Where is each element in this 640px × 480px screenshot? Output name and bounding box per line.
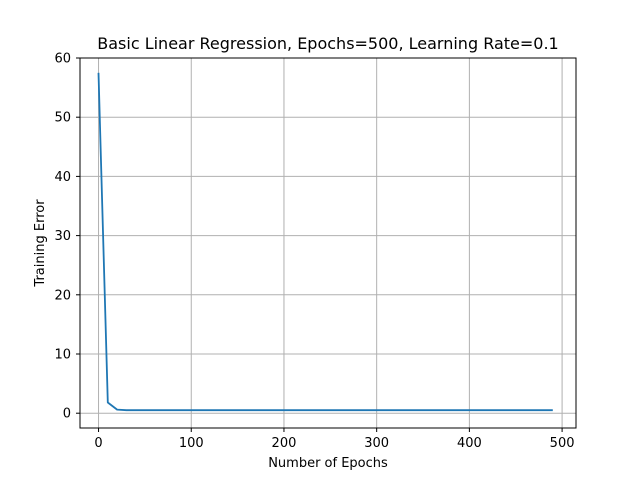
y-tick-label: 60	[54, 52, 71, 67]
y-axis-title: Training Error	[33, 199, 48, 288]
x-tick-label: 300	[364, 436, 389, 451]
x-tick-label: 200	[272, 436, 297, 451]
y-tick-label: 40	[54, 170, 71, 185]
y-tick-label: 50	[54, 111, 71, 126]
series-layer	[97, 72, 553, 412]
y-tick-label: 20	[54, 288, 71, 303]
x-tick-label: 0	[94, 436, 102, 451]
y-tick-label: 10	[54, 348, 71, 363]
x-tick-label: 500	[550, 436, 575, 451]
y-tick-label: 0	[63, 407, 71, 422]
x-axis-title: Number of Epochs	[268, 456, 388, 471]
plot-frame	[79, 57, 577, 429]
chart-title: Basic Linear Regression, Epochs=500, Lea…	[97, 34, 558, 53]
x-ticks: 0 100 200 300 400 500	[94, 428, 575, 451]
y-ticks: 0 10 20 30 40 50 60	[54, 52, 80, 422]
x-tick-label: 100	[179, 436, 204, 451]
training-error-line	[97, 72, 553, 412]
x-tick-label: 400	[457, 436, 482, 451]
y-tick-label: 30	[54, 229, 71, 244]
